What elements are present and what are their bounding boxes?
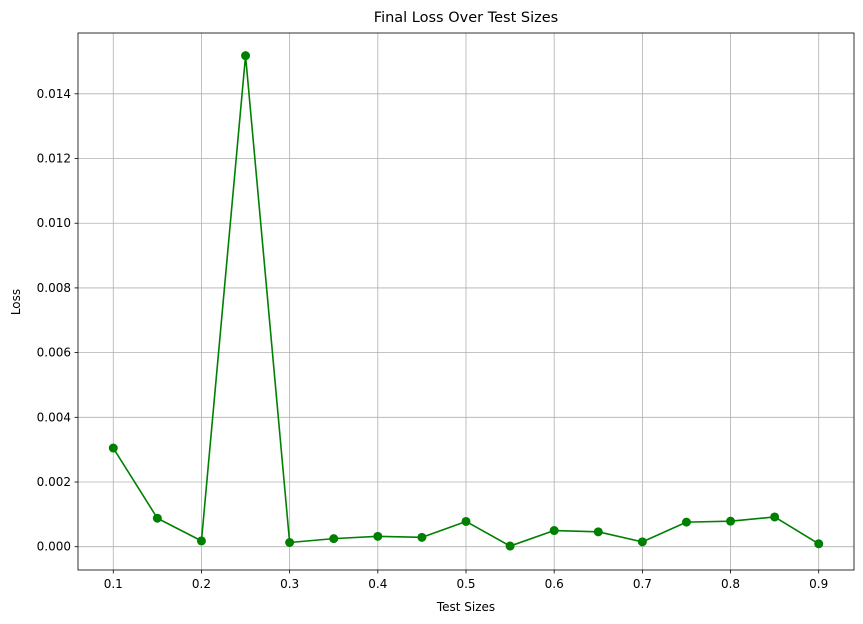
x-axis-label: Test Sizes	[436, 600, 495, 614]
x-tick-label: 0.9	[809, 577, 828, 591]
y-tick-label: 0.012	[37, 152, 71, 166]
y-tick-label: 0.002	[37, 475, 71, 489]
data-point	[814, 539, 824, 549]
y-tick-label: 0.014	[37, 87, 71, 101]
grid	[78, 33, 854, 570]
x-tick-label: 0.7	[633, 577, 652, 591]
data-point	[285, 538, 295, 548]
x-tick-label: 0.6	[545, 577, 564, 591]
data-point	[637, 537, 647, 547]
x-axis-ticks: 0.1 0.2 0.3 0.4 0.5 0.6 0.7 0.8 0.9	[104, 570, 828, 591]
data-point	[196, 536, 206, 546]
y-tick-label: 0.000	[37, 540, 71, 554]
x-tick-label: 0.3	[280, 577, 299, 591]
x-tick-label: 0.4	[368, 577, 387, 591]
data-point	[770, 512, 780, 522]
data-point	[329, 534, 339, 544]
y-axis-label: Loss	[9, 289, 23, 315]
y-axis-ticks: 0.000 0.002 0.004 0.006 0.008 0.010 0.012 0.014	[37, 87, 78, 554]
data-point	[461, 516, 471, 526]
data-point	[241, 51, 251, 61]
y-tick-label: 0.004	[37, 410, 71, 424]
y-tick-label: 0.006	[37, 346, 71, 360]
y-tick-label: 0.010	[37, 216, 71, 230]
markers-group	[108, 51, 824, 551]
data-point	[373, 531, 383, 541]
data-point	[549, 526, 559, 536]
data-point	[108, 443, 118, 453]
x-tick-label: 0.5	[456, 577, 475, 591]
chart-title: Final Loss Over Test Sizes	[374, 10, 558, 26]
data-point	[417, 532, 427, 542]
y-tick-label: 0.008	[37, 281, 71, 295]
data-point	[505, 541, 515, 551]
x-tick-label: 0.2	[192, 577, 211, 591]
data-point	[152, 513, 162, 523]
x-tick-label: 0.8	[721, 577, 740, 591]
data-point	[681, 517, 691, 527]
data-point	[726, 516, 736, 526]
x-tick-label: 0.1	[104, 577, 123, 591]
data-point	[593, 527, 603, 537]
